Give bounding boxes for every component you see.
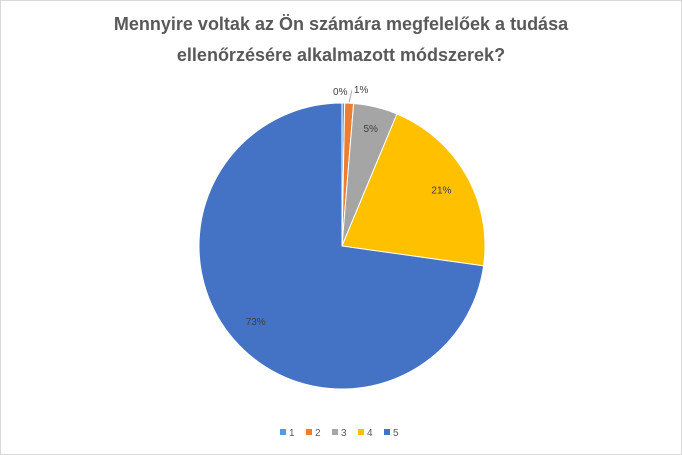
legend-swatch-4 <box>358 429 364 435</box>
data-label-3: 5% <box>363 124 378 135</box>
data-labels: 0% 1% 5% 21% 73% <box>246 85 452 328</box>
legend-label-3: 3 <box>341 428 347 439</box>
legend-swatch-1 <box>280 429 286 435</box>
pie-slice-5 <box>198 102 485 390</box>
pie-slice-4 <box>341 113 486 267</box>
legend-label-1: 1 <box>289 428 295 439</box>
legend-label-2: 2 <box>315 428 321 439</box>
leader-line-2 <box>348 90 353 103</box>
legend-swatch-3 <box>332 429 338 435</box>
chart-title-line-1: Mennyire voltak az Ön számára megfelelőe… <box>114 14 569 34</box>
legend: 1 2 3 4 5 <box>280 428 399 439</box>
legend-label-5: 5 <box>393 428 399 439</box>
legend-label-4: 4 <box>367 428 373 439</box>
data-label-1: 0% <box>333 87 348 98</box>
data-label-5: 73% <box>246 317 266 328</box>
data-label-2: 1% <box>354 85 369 96</box>
chart-title-line-2: ellenőrzésére alkalmazott módszerek? <box>177 45 505 65</box>
data-label-4: 21% <box>431 185 451 196</box>
legend-swatch-2 <box>306 429 312 435</box>
legend-swatch-5 <box>384 429 390 435</box>
pie-slices <box>198 102 486 390</box>
